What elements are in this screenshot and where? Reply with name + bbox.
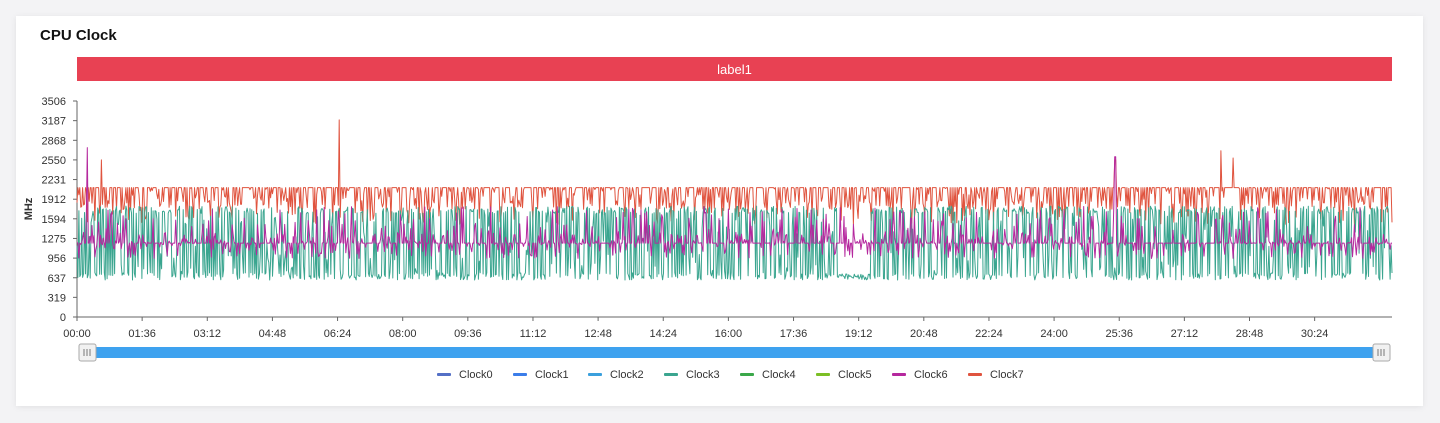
legend-item-clock4[interactable]: Clock4	[740, 369, 796, 381]
x-tick-label: 19:12	[845, 328, 873, 340]
zoom-slider-track[interactable]	[79, 347, 1387, 358]
legend-label: Clock3	[686, 369, 720, 381]
x-tick-label: 09:36	[454, 328, 482, 340]
x-tick-label: 06:24	[324, 328, 352, 340]
x-tick-label: 00:00	[63, 328, 91, 340]
x-tick-label: 17:36	[780, 328, 808, 340]
x-tick-label: 01:36	[128, 328, 156, 340]
x-tick-label: 27:12	[1171, 328, 1199, 340]
legend-swatch	[513, 373, 527, 376]
x-tick-label: 20:48	[910, 328, 938, 340]
y-tick-label: 3506	[42, 96, 66, 108]
legend-item-clock1[interactable]: Clock1	[513, 369, 569, 381]
y-tick-label: 319	[48, 292, 66, 304]
x-tick-label: 24:00	[1040, 328, 1068, 340]
legend-label: Clock4	[762, 369, 796, 381]
series-line-clock6	[76, 147, 1392, 259]
legend-swatch	[968, 373, 982, 376]
legend-label: Clock6	[914, 369, 948, 381]
y-tick-label: 1912	[42, 194, 66, 206]
x-tick-label: 28:48	[1236, 328, 1264, 340]
y-tick-label: 1594	[42, 214, 66, 226]
legend-swatch	[892, 373, 906, 376]
y-axis-label: MHz	[23, 197, 35, 220]
grip-icon	[83, 349, 91, 356]
legend-label: Clock0	[459, 369, 493, 381]
grip-icon	[1377, 349, 1385, 356]
x-tick-label: 30:24	[1301, 328, 1329, 340]
legend-label: Clock2	[610, 369, 644, 381]
y-tick-label: 2868	[42, 135, 66, 147]
legend-swatch	[437, 373, 451, 376]
legend-item-clock3[interactable]: Clock3	[664, 369, 720, 381]
series-line-clock7	[76, 119, 1393, 225]
legend-label: Clock7	[990, 369, 1024, 381]
y-tick-label: 637	[48, 273, 66, 285]
legend-item-clock5[interactable]: Clock5	[816, 369, 872, 381]
x-tick-label: 12:48	[584, 328, 612, 340]
legend-swatch	[816, 373, 830, 376]
x-tick-label: 03:12	[194, 328, 222, 340]
legend-label: Clock1	[535, 369, 569, 381]
legend-swatch	[588, 373, 602, 376]
x-tick-label: 04:48	[259, 328, 287, 340]
zoom-handle-left[interactable]	[78, 343, 97, 362]
legend-swatch	[740, 373, 754, 376]
x-tick-label: 25:36	[1105, 328, 1133, 340]
chart-title: CPU Clock	[40, 27, 117, 44]
y-tick-label: 2550	[42, 155, 66, 167]
x-tick-label: 22:24	[975, 328, 1003, 340]
legend-item-clock0[interactable]: Clock0	[437, 369, 493, 381]
x-tick-label: 14:24	[649, 328, 677, 340]
y-tick-label: 2231	[42, 175, 66, 187]
legend-label: Clock5	[838, 369, 872, 381]
legend-item-clock6[interactable]: Clock6	[892, 369, 948, 381]
zoom-handle-right[interactable]	[1372, 343, 1391, 362]
y-tick-label: 1275	[42, 233, 66, 245]
y-tick-label: 0	[60, 312, 66, 324]
label-band: label1	[77, 57, 1392, 81]
y-tick-label: 3187	[42, 116, 66, 128]
x-tick-label: 11:12	[520, 328, 547, 340]
legend-item-clock2[interactable]: Clock2	[588, 369, 644, 381]
legend-swatch	[664, 373, 678, 376]
x-tick-label: 08:00	[389, 328, 417, 340]
y-tick-label: 956	[48, 253, 66, 265]
x-tick-label: 16:00	[715, 328, 743, 340]
legend-item-clock7[interactable]: Clock7	[968, 369, 1024, 381]
